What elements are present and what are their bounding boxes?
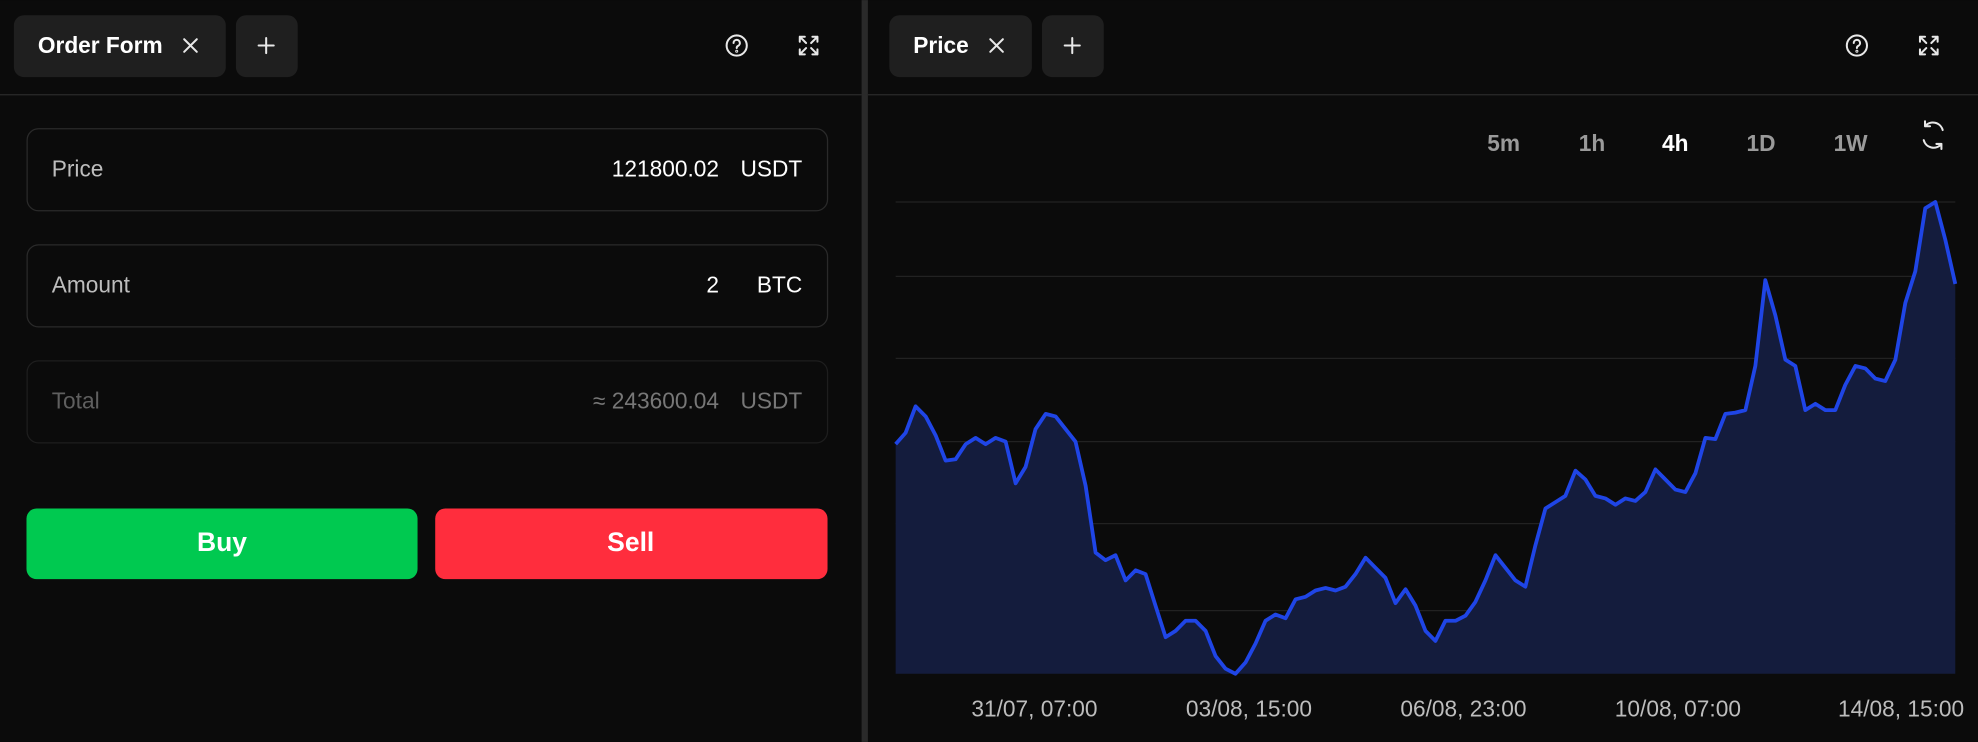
timeframe[interactable]: 1D <box>1747 130 1776 156</box>
timeframe[interactable]: 4h <box>1662 130 1688 156</box>
plus-icon <box>1063 36 1081 55</box>
refresh-icon[interactable] <box>1922 120 1944 150</box>
x-tick-label: 06/08, 23:00 <box>1400 695 1526 721</box>
timeframe[interactable]: 5m <box>1487 130 1520 156</box>
plus-icon <box>257 36 275 55</box>
input-field[interactable] <box>26 244 829 328</box>
price-chart: 31/07, 07:00 03/08, 15:00 06/08, 23:00 10/0… <box>894 200 1964 721</box>
buy-label: Buy <box>197 527 247 557</box>
tab[interactable] <box>13 15 226 78</box>
tab[interactable] <box>889 15 1032 78</box>
help-icon[interactable] <box>1845 34 1868 57</box>
expand-icon[interactable] <box>798 35 819 56</box>
tab-title: Price <box>913 32 969 58</box>
buy-button[interactable] <box>26 508 418 580</box>
fields: Price USDT 121800.02 Amount BTC 2 Total USDT ≈ 2… <box>26 128 829 444</box>
help-icon[interactable] <box>725 34 748 57</box>
x-tick-label: 03/08, 15:00 <box>1186 695 1312 721</box>
area-fill <box>895 201 1956 674</box>
field-unit: USDT <box>741 155 803 181</box>
x-tick-label: 14/08, 15:00 <box>1838 695 1964 721</box>
field-label: Total <box>52 388 100 414</box>
close-icon[interactable] <box>989 38 1004 53</box>
field-label: Amount <box>52 271 131 297</box>
field-value: 121800.02 <box>612 155 719 181</box>
sell-button[interactable] <box>435 508 828 580</box>
timeframes: 5m 1h 4h 1D 1W <box>1487 130 1868 156</box>
timeframe[interactable]: 1h <box>1579 130 1605 156</box>
field-value: 2 <box>706 271 719 297</box>
x-tick-label: 31/07, 07:00 <box>971 695 1097 721</box>
x-tick-label: 10/08, 07:00 <box>1615 695 1741 721</box>
divider <box>861 0 868 742</box>
tab-title: Order Form <box>38 32 163 58</box>
timeframe[interactable]: 1W <box>1834 130 1869 156</box>
price-line <box>894 200 1958 676</box>
sell-label: Sell <box>607 527 654 557</box>
field-unit: BTC <box>757 271 802 297</box>
field-unit: USDT <box>741 388 803 414</box>
input-field[interactable] <box>26 128 829 212</box>
field-value: ≈ 243600.04 <box>593 388 719 414</box>
input-field <box>26 360 829 444</box>
field-label: Price <box>52 155 104 181</box>
expand-icon[interactable] <box>1918 35 1939 56</box>
close-icon[interactable] <box>183 38 198 53</box>
